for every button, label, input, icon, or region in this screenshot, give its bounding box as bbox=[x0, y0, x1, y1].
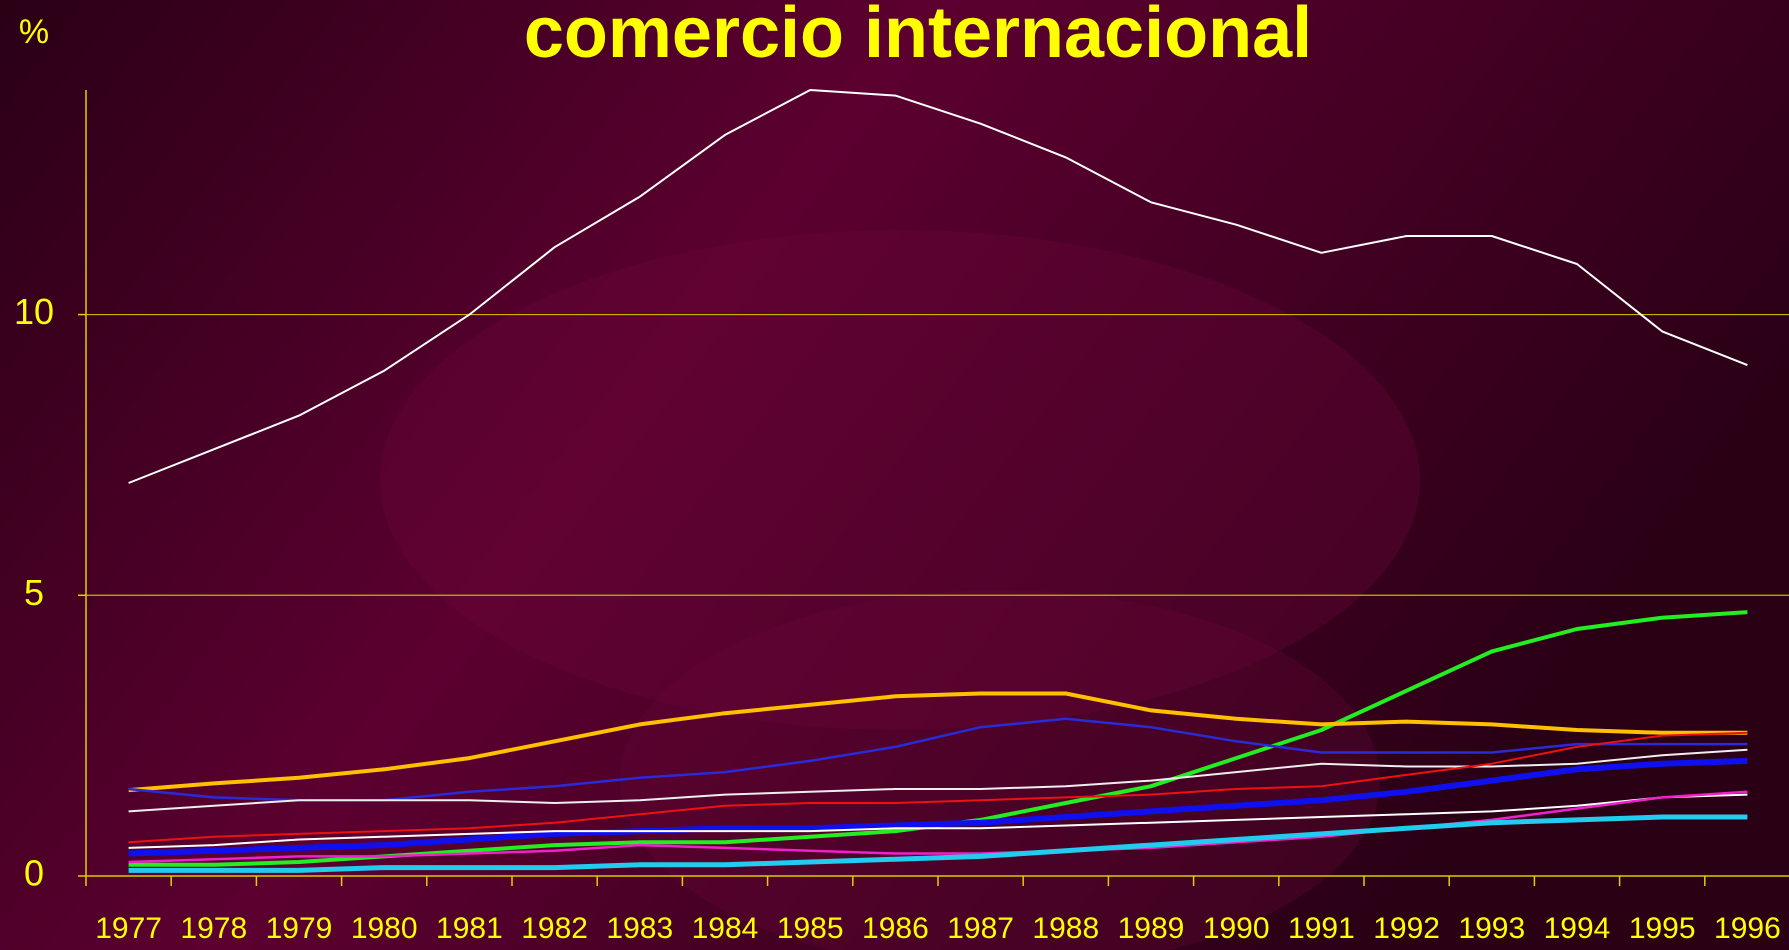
x-tick-label: 1994 bbox=[1544, 912, 1611, 945]
series-line bbox=[128, 814, 1748, 873]
x-tick-label: 1983 bbox=[606, 912, 673, 945]
series-line bbox=[128, 691, 1748, 793]
x-tick-label: 1985 bbox=[777, 912, 844, 945]
x-tick-label: 1977 bbox=[95, 912, 162, 945]
x-tick-label: 1980 bbox=[351, 912, 418, 945]
y-tick-label: 0 bbox=[24, 853, 44, 894]
x-tick-label: 1991 bbox=[1288, 912, 1355, 945]
x-tick-label: 1988 bbox=[1032, 912, 1099, 945]
series-line bbox=[128, 89, 1748, 484]
x-tick-label: 1993 bbox=[1458, 912, 1525, 945]
x-tick-label: 1986 bbox=[862, 912, 929, 945]
x-tick-label: 1996 bbox=[1714, 912, 1781, 945]
y-tick-label: 5 bbox=[24, 572, 44, 613]
y-axis-label: % bbox=[19, 13, 49, 51]
x-tick-label: 1990 bbox=[1203, 912, 1270, 945]
x-tick-label: 1992 bbox=[1373, 912, 1440, 945]
background-swirl bbox=[380, 230, 1420, 730]
x-tick-label: 1995 bbox=[1629, 912, 1696, 945]
x-tick-label: 1989 bbox=[1118, 912, 1185, 945]
x-tick-label: 1984 bbox=[692, 912, 759, 945]
series-line bbox=[128, 717, 1748, 802]
chart-title: comercio internacional bbox=[524, 0, 1312, 73]
x-tick-label: 1979 bbox=[266, 912, 333, 945]
series-line bbox=[128, 757, 1748, 857]
x-tick-label: 1987 bbox=[947, 912, 1014, 945]
series-line bbox=[128, 731, 1748, 844]
y-tick-label: 10 bbox=[14, 291, 54, 332]
x-tick-label: 1982 bbox=[521, 912, 588, 945]
series-line bbox=[128, 793, 1748, 849]
x-tick-label: 1978 bbox=[180, 912, 247, 945]
x-tick-label: 1981 bbox=[436, 912, 503, 945]
